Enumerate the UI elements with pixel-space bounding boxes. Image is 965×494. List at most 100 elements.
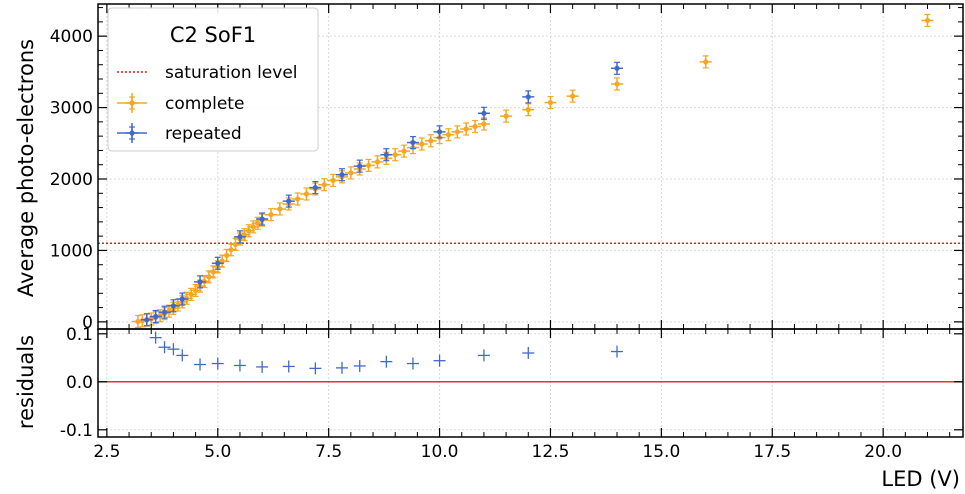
complete-point [273, 202, 286, 216]
complete-point-dot [192, 287, 199, 294]
repeated-point [522, 90, 535, 104]
complete-point-dot [419, 141, 425, 147]
residual-point [158, 341, 171, 354]
complete-point [477, 117, 490, 131]
complete-point-dot [210, 269, 216, 275]
legend: C2 SoF1 saturation level complete repeat… [107, 7, 319, 152]
complete-point-dot [268, 212, 274, 218]
complete-point-dot [188, 291, 194, 297]
complete-point [442, 128, 455, 142]
legend-saturation-label: saturation level [165, 63, 298, 83]
complete-point [544, 95, 557, 110]
complete-point-dot [428, 138, 434, 144]
repeated-point-dot [237, 234, 243, 240]
x-tick-label: 17.5 [753, 442, 791, 462]
complete-point [424, 134, 437, 148]
complete-point-dot [392, 152, 398, 158]
complete-point-dot [206, 274, 212, 280]
residual-point [233, 359, 246, 372]
repeated-point-dot [525, 94, 531, 100]
legend-complete-label: complete [165, 94, 244, 114]
x-tick-label: 2.5 [93, 442, 120, 462]
complete-point-dot [547, 99, 554, 106]
residual-gridlines [98, 329, 963, 437]
residual-point [167, 343, 180, 356]
residual-point [353, 359, 366, 372]
complete-point [415, 137, 428, 151]
repeated-point-dot [144, 317, 150, 323]
repeated-point-dot [383, 152, 389, 158]
repeated-point [353, 159, 366, 173]
complete-point [318, 178, 331, 192]
main-y-tick-label: 0 [82, 313, 93, 333]
complete-point-dot [295, 196, 301, 202]
repeated-point [149, 309, 162, 324]
main-axis-ticks: 0 1000 2000 3000 4000 [50, 4, 963, 333]
main-y-tick-label: 2000 [50, 170, 93, 190]
complete-point-dot [454, 129, 460, 135]
repeated-point [335, 168, 348, 182]
complete-point [500, 109, 513, 123]
repeated-point [282, 194, 295, 208]
repeated-point [380, 148, 393, 162]
complete-point [327, 173, 340, 188]
complete-point-dot [330, 177, 336, 184]
complete-point-dot [232, 241, 239, 247]
complete-point-dot [463, 126, 469, 132]
complete-point-dot [924, 17, 931, 24]
main-y-axis-label: Average photo-electrons [14, 39, 38, 297]
residual-point [256, 360, 269, 373]
repeated-point-dot [286, 198, 292, 204]
complete-point-dot [321, 182, 327, 188]
repeated-point [433, 125, 446, 139]
repeated-point-dot [410, 139, 416, 146]
repeated-point-dot [436, 129, 443, 135]
residual-point [477, 349, 490, 362]
repeated-point-dot [179, 296, 185, 302]
complete-point-dot [277, 206, 283, 212]
residual-point [149, 331, 162, 344]
main-y-tick-label: 3000 [50, 99, 93, 119]
residual-point [380, 355, 393, 368]
repeated-point [140, 313, 153, 327]
repeated-point [477, 106, 490, 120]
complete-point [291, 192, 304, 206]
repeated-point [167, 299, 180, 313]
complete-point-dot [303, 191, 310, 197]
complete-point [265, 208, 277, 222]
complete-point-dot [228, 247, 234, 253]
complete-point [469, 119, 482, 134]
complete-point [921, 13, 934, 28]
residual-y-tick-label: 0.1 [66, 325, 93, 345]
repeated-point-dot [197, 279, 203, 285]
complete-point-dot [472, 123, 478, 130]
repeated-point-dot [312, 184, 318, 191]
x-tick-label: 15.0 [642, 442, 680, 462]
repeated-point [158, 305, 171, 319]
main-y-tick-label: 1000 [50, 241, 93, 261]
residual-plot-panel: 2.5 5.0 7.5 10.0 12.5 15.0 17.5 20.0 -0.1 0.0 0.1 [60, 325, 964, 462]
residual-point [194, 358, 207, 371]
repeated-point-dot [259, 216, 265, 222]
complete-point-dot [401, 148, 407, 154]
complete-point [522, 103, 535, 117]
repeated-point [194, 275, 207, 289]
repeated-point [309, 180, 322, 195]
residual-point [309, 362, 322, 375]
complete-point [398, 144, 411, 158]
residual-point [406, 357, 419, 370]
complete-point-dot [219, 258, 225, 264]
complete-point-dot [614, 81, 620, 87]
residual-point [211, 357, 224, 370]
repeated-point-dot [357, 163, 363, 169]
complete-point-dot [255, 220, 261, 226]
repeated-point [406, 135, 419, 150]
residual-point [176, 349, 189, 362]
repeated-point [611, 61, 623, 75]
complete-point-dot [246, 228, 252, 234]
complete-point [699, 55, 712, 69]
repeated-point [233, 230, 246, 244]
complete-point-dot [365, 162, 372, 169]
repeated-point [176, 292, 189, 306]
